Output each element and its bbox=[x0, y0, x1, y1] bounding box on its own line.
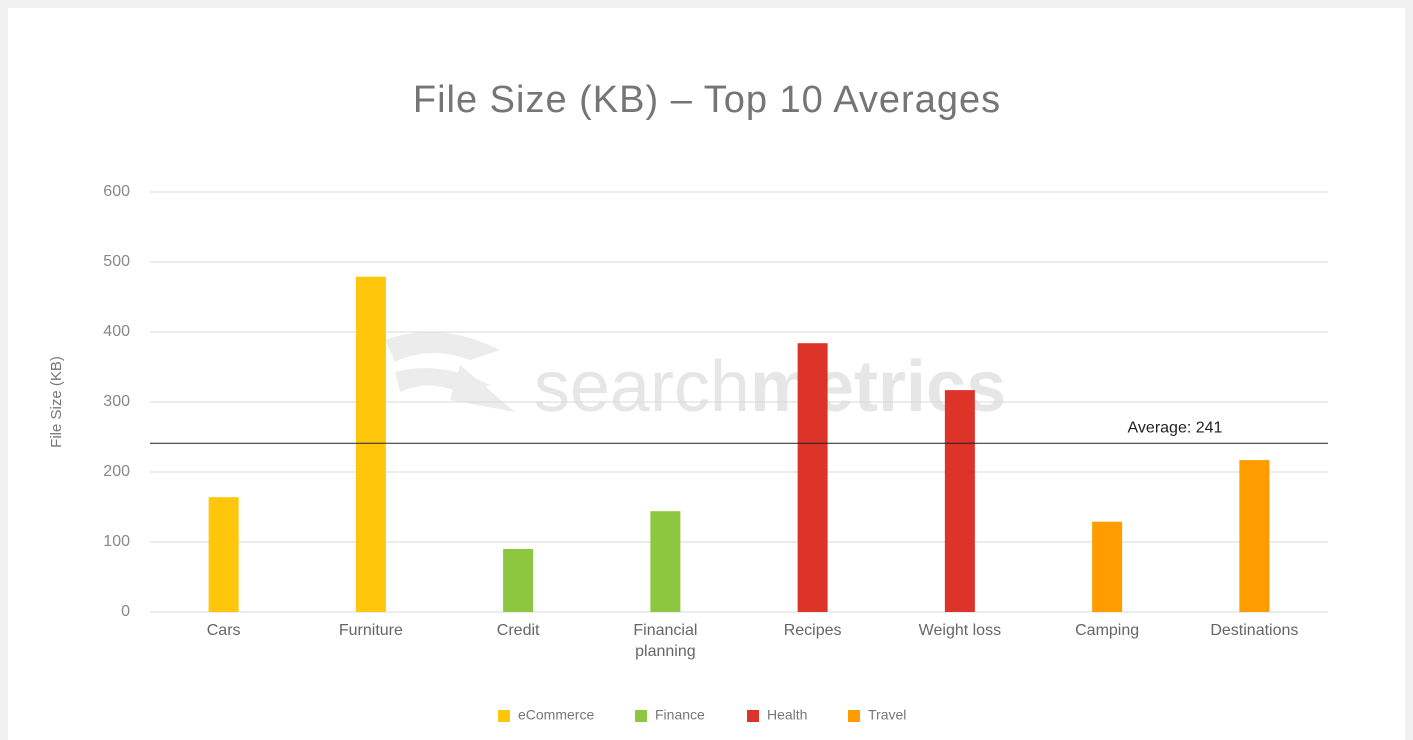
bar bbox=[503, 549, 534, 612]
legend-label: Finance bbox=[655, 707, 705, 723]
y-tick-label: 0 bbox=[121, 603, 130, 620]
legend-swatch bbox=[498, 710, 510, 722]
legend-label: Health bbox=[767, 707, 807, 723]
x-tick-label-line: Financial bbox=[633, 622, 697, 639]
chart-title: File Size (KB) – Top 10 Averages bbox=[413, 79, 1001, 121]
legend-label: eCommerce bbox=[518, 707, 594, 723]
watermark-part: search bbox=[534, 347, 750, 427]
x-tick-label: Weight loss bbox=[919, 622, 1001, 639]
bar bbox=[1092, 521, 1123, 612]
legend-label: Travel bbox=[868, 707, 906, 723]
watermark: searchmetrics bbox=[534, 347, 1006, 427]
legend-swatch bbox=[635, 710, 647, 722]
y-tick-label: 600 bbox=[103, 183, 130, 200]
bar bbox=[355, 276, 386, 612]
x-tick-label-line: planning bbox=[635, 643, 696, 660]
y-tick-label: 300 bbox=[103, 393, 130, 410]
average-label: Average: 241 bbox=[1128, 420, 1223, 437]
x-tick-label: Financial planning bbox=[633, 622, 697, 660]
y-tick-label: 500 bbox=[103, 253, 130, 270]
y-axis-label: File Size (KB) bbox=[48, 356, 65, 448]
legend-swatch bbox=[747, 710, 759, 722]
x-tick-label: Destinations bbox=[1210, 622, 1298, 639]
card bbox=[8, 8, 1405, 740]
bar bbox=[944, 390, 975, 612]
x-tick-label: Credit bbox=[497, 622, 540, 639]
bar bbox=[650, 511, 681, 612]
bar bbox=[797, 343, 828, 612]
x-tick-label: Recipes bbox=[784, 622, 842, 639]
x-tick-label: Camping bbox=[1075, 622, 1139, 639]
watermark-logo bbox=[385, 332, 515, 412]
bar bbox=[208, 497, 239, 612]
x-tick-label: Furniture bbox=[339, 622, 403, 639]
legend-swatch bbox=[848, 710, 860, 722]
bar bbox=[1239, 460, 1270, 612]
y-tick-label: 400 bbox=[103, 323, 130, 340]
y-tick-label: 100 bbox=[103, 533, 130, 550]
y-tick-label: 200 bbox=[103, 463, 130, 480]
x-tick-label: Cars bbox=[207, 622, 241, 639]
